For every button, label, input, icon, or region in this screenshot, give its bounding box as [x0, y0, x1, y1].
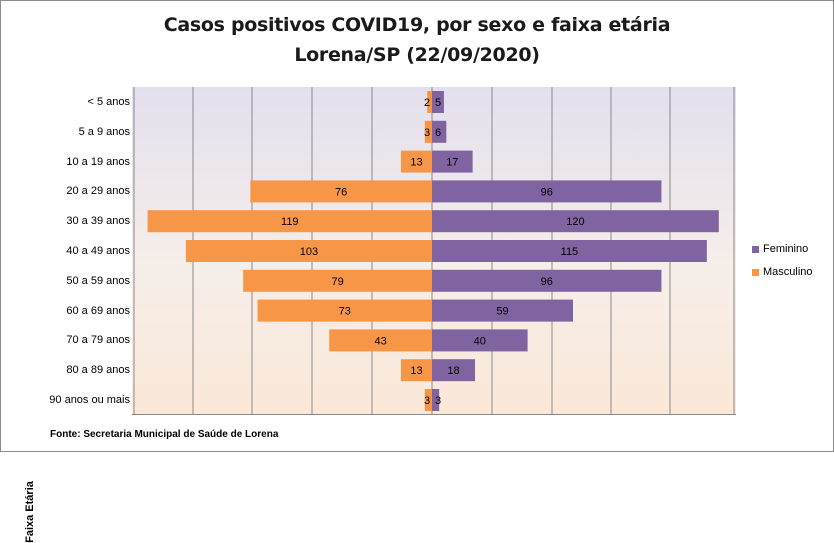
bar-feminino-9 — [432, 359, 476, 382]
bar-feminino-1 — [432, 120, 447, 143]
bar-masculino-0 — [427, 91, 432, 113]
legend-swatch-masculino — [752, 268, 759, 276]
legend-swatch-feminino — [752, 245, 759, 253]
data-label-masculino-1: 3 — [424, 127, 430, 139]
category-label: 50 a 59 anos — [66, 274, 130, 287]
chart-subtitle: Lorena/SP (22/09/2020) — [294, 44, 540, 66]
bar-feminino-3 — [432, 180, 662, 203]
bar-feminino-0 — [432, 91, 444, 113]
bar-feminino-7 — [432, 299, 574, 322]
data-label-feminino-6: 96 — [541, 276, 553, 288]
bar-feminino-5 — [432, 240, 707, 262]
data-label-masculino-10: 3 — [424, 395, 430, 407]
plot-area: 5263171396761201191151039679597340431813… — [132, 87, 736, 415]
data-label-feminino-3: 96 — [541, 186, 553, 198]
category-label: 80 a 89 anos — [66, 364, 130, 377]
y-axis-label: Faixa Etária — [24, 481, 36, 543]
bar-masculino-5 — [185, 240, 432, 262]
category-label: 60 a 69 anos — [66, 304, 130, 317]
bar-feminino-8 — [432, 329, 528, 352]
category-label: 90 anos ou mais — [49, 394, 130, 406]
category-label: 10 a 19 anos — [66, 155, 130, 168]
data-label-feminino-8: 40 — [474, 335, 486, 347]
bar-feminino-6 — [432, 269, 662, 292]
data-label-masculino-9: 13 — [410, 365, 422, 377]
bar-feminino-2 — [432, 150, 473, 173]
data-label-feminino-1: 6 — [435, 127, 441, 139]
data-label-feminino-2: 17 — [446, 157, 458, 169]
bar-masculino-8 — [329, 329, 432, 352]
data-label-masculino-4: 119 — [281, 216, 299, 228]
bar-masculino-7 — [257, 299, 432, 322]
category-label: 40 a 49 anos — [66, 245, 130, 257]
bar-masculino-9 — [400, 359, 432, 382]
legend-item-masculino: Masculino — [752, 266, 813, 278]
data-label-feminino-5: 115 — [561, 246, 579, 258]
category-label: 70 a 79 anos — [66, 334, 130, 347]
bar-masculino-10 — [424, 389, 432, 411]
legend-label-feminino: Feminino — [763, 243, 809, 255]
bar-feminino-4 — [432, 210, 719, 233]
bar-masculino-3 — [250, 180, 432, 203]
category-label: 20 a 29 anos — [66, 185, 130, 198]
data-label-masculino-7: 73 — [339, 306, 351, 318]
legend-item-feminino: Feminino — [752, 243, 808, 255]
data-label-feminino-4: 120 — [566, 216, 584, 228]
data-label-masculino-2: 13 — [410, 157, 422, 169]
category-label: 5 a 9 anos — [78, 125, 130, 138]
data-label-masculino-5: 103 — [300, 246, 318, 258]
data-label-feminino-7: 59 — [496, 306, 508, 318]
chart-title: Casos positivos COVID19, por sexo e faix… — [163, 14, 671, 36]
source-note: Fonte: Secretaria Municipal de Saúde de … — [50, 429, 279, 440]
data-label-feminino-0: 5 — [435, 97, 441, 109]
category-label: < 5 anos — [87, 96, 130, 108]
bar-masculino-6 — [243, 269, 432, 292]
data-label-masculino-0: 2 — [424, 97, 430, 109]
legend-label-masculino: Masculino — [763, 266, 813, 278]
data-label-masculino-8: 43 — [374, 335, 386, 347]
data-label-masculino-3: 76 — [335, 186, 347, 198]
bar-masculino-4 — [147, 210, 432, 233]
bar-feminino-10 — [432, 389, 440, 411]
data-label-masculino-6: 79 — [331, 276, 343, 288]
bar-masculino-1 — [424, 120, 432, 143]
data-label-feminino-9: 18 — [447, 365, 459, 377]
data-label-feminino-10: 3 — [435, 395, 441, 407]
category-label: 30 a 39 anos — [66, 215, 130, 228]
bar-masculino-2 — [400, 150, 432, 173]
